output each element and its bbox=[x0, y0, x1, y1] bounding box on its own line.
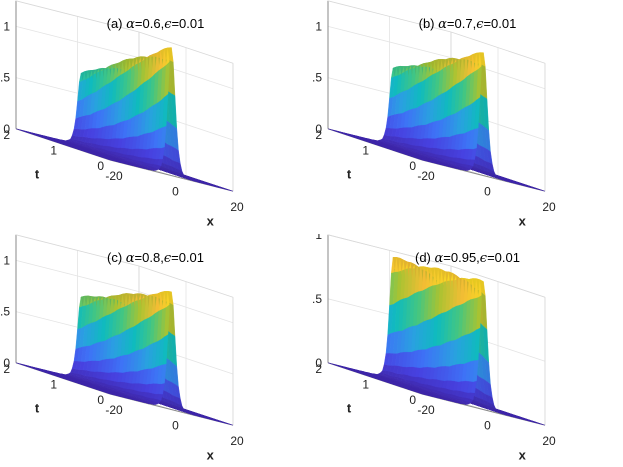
x-tick-label: 20 bbox=[542, 200, 556, 214]
title-part: (a) bbox=[107, 16, 127, 31]
x-tick-label: 20 bbox=[230, 200, 244, 214]
x-axis-label: x bbox=[207, 213, 215, 228]
subplot-title: (a) α=0.6,ϵ=0.01 bbox=[107, 16, 205, 32]
surface bbox=[15, 47, 234, 192]
title-part: ϵ bbox=[164, 17, 172, 32]
wall-gridline-z bbox=[15, 260, 140, 292]
title-part: ϵ bbox=[476, 17, 484, 32]
x-axis-label: x bbox=[519, 213, 527, 228]
title-part: α bbox=[438, 17, 447, 32]
box-edge-top-side bbox=[138, 265, 234, 298]
t-tick-label: 0 bbox=[97, 159, 104, 173]
t-tick-label: 2 bbox=[3, 128, 10, 142]
box-edge-top-side bbox=[138, 31, 234, 64]
x-tick-label: -20 bbox=[105, 169, 123, 183]
t-axis-label: t bbox=[35, 166, 40, 181]
x-tick-label: 0 bbox=[484, 185, 491, 199]
box-top-edge bbox=[15, 0, 140, 33]
surface bbox=[15, 291, 234, 426]
z-tick-label: 0.5 bbox=[0, 71, 10, 85]
box-edge-top-side bbox=[450, 31, 546, 64]
title-part: =0.01 bbox=[171, 16, 204, 31]
surface-patch bbox=[539, 189, 546, 192]
x-tick-label: -20 bbox=[417, 169, 435, 183]
title-part: =0.01 bbox=[483, 16, 516, 31]
subplot-title: (b) α=0.7,ϵ=0.01 bbox=[419, 16, 517, 32]
surface-patch bbox=[227, 189, 234, 192]
z-tick-label: 0 bbox=[315, 122, 322, 136]
x-tick-label: 0 bbox=[172, 185, 179, 199]
surface bbox=[327, 52, 546, 192]
t-axis-label: t bbox=[347, 166, 352, 181]
box-top-edge bbox=[327, 0, 452, 33]
z-tick-label: 1 bbox=[315, 19, 322, 33]
title-part: α bbox=[126, 17, 135, 32]
title-part: =0.6, bbox=[135, 16, 164, 31]
wall-gridline-z bbox=[15, 26, 140, 58]
wall-gridline-z bbox=[327, 26, 452, 58]
t-tick-label: 2 bbox=[315, 128, 322, 142]
title-part: =0.7, bbox=[447, 16, 476, 31]
z-tick-label: 1 bbox=[3, 19, 10, 33]
title-part: (b) bbox=[419, 16, 439, 31]
z-tick-label: 0 bbox=[3, 122, 10, 136]
t-tick-label: 0 bbox=[409, 159, 416, 173]
t-tick-label: 1 bbox=[362, 143, 369, 157]
z-tick-label: 0.5 bbox=[312, 71, 322, 85]
t-tick-label: 1 bbox=[50, 143, 57, 157]
box-top-edge bbox=[15, 234, 140, 267]
